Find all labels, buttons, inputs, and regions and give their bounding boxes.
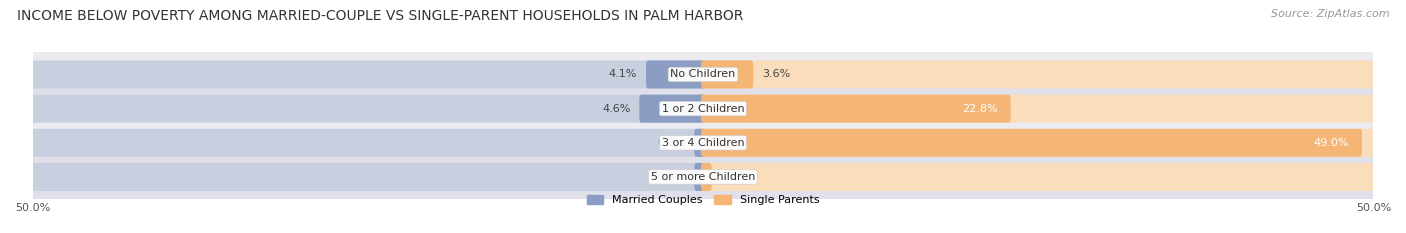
FancyBboxPatch shape: [702, 163, 1375, 191]
Text: No Children: No Children: [671, 69, 735, 79]
FancyBboxPatch shape: [702, 61, 754, 89]
FancyBboxPatch shape: [702, 61, 1375, 89]
Text: 5 or more Children: 5 or more Children: [651, 172, 755, 182]
Text: 3.6%: 3.6%: [762, 69, 790, 79]
FancyBboxPatch shape: [28, 152, 1378, 202]
Text: 1 or 2 Children: 1 or 2 Children: [662, 104, 744, 114]
Text: 0.0%: 0.0%: [658, 172, 686, 182]
FancyBboxPatch shape: [702, 95, 1375, 123]
FancyBboxPatch shape: [702, 95, 1011, 123]
FancyBboxPatch shape: [645, 61, 704, 89]
FancyBboxPatch shape: [695, 163, 704, 191]
Text: 3 or 4 Children: 3 or 4 Children: [662, 138, 744, 148]
Text: INCOME BELOW POVERTY AMONG MARRIED-COUPLE VS SINGLE-PARENT HOUSEHOLDS IN PALM HA: INCOME BELOW POVERTY AMONG MARRIED-COUPL…: [17, 9, 744, 23]
Text: 0.0%: 0.0%: [658, 138, 686, 148]
Text: 4.6%: 4.6%: [602, 104, 631, 114]
FancyBboxPatch shape: [31, 61, 704, 89]
FancyBboxPatch shape: [640, 95, 704, 123]
Legend: Married Couples, Single Parents: Married Couples, Single Parents: [586, 195, 820, 205]
FancyBboxPatch shape: [31, 163, 704, 191]
Text: 22.8%: 22.8%: [962, 104, 998, 114]
Text: 4.1%: 4.1%: [609, 69, 637, 79]
Text: 0.0%: 0.0%: [720, 172, 748, 182]
FancyBboxPatch shape: [695, 129, 704, 157]
FancyBboxPatch shape: [28, 118, 1378, 168]
FancyBboxPatch shape: [702, 129, 1375, 157]
FancyBboxPatch shape: [28, 50, 1378, 99]
FancyBboxPatch shape: [702, 129, 1362, 157]
FancyBboxPatch shape: [31, 129, 704, 157]
FancyBboxPatch shape: [31, 95, 704, 123]
Text: Source: ZipAtlas.com: Source: ZipAtlas.com: [1271, 9, 1389, 19]
FancyBboxPatch shape: [702, 163, 711, 191]
FancyBboxPatch shape: [28, 84, 1378, 134]
Text: 49.0%: 49.0%: [1313, 138, 1350, 148]
